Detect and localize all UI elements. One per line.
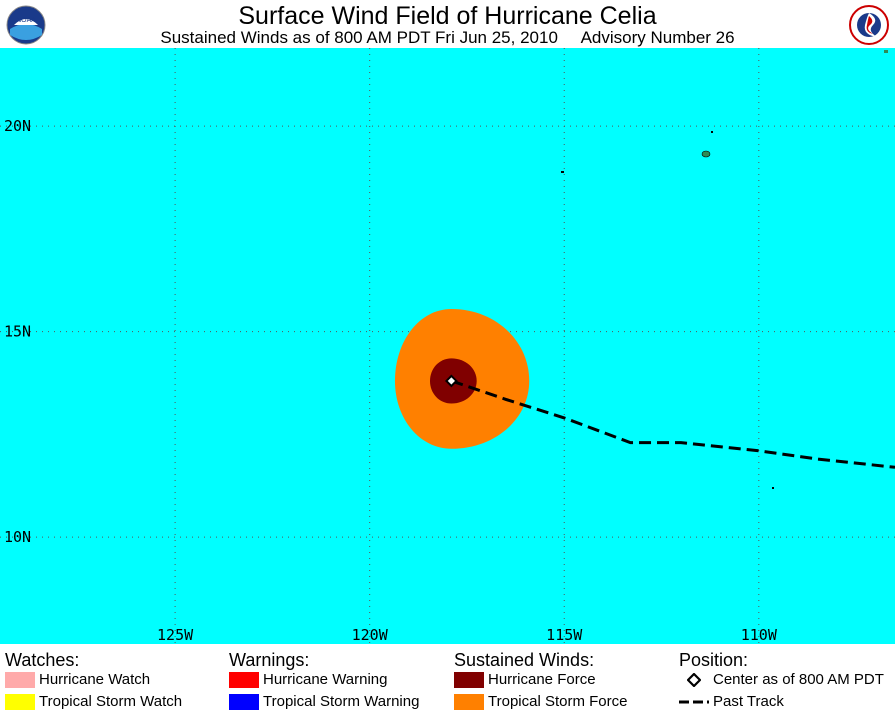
storm-center-icon	[444, 374, 458, 388]
island-roca-partida	[561, 171, 564, 173]
legend-label: Hurricane Warning	[263, 671, 388, 688]
noaa-logo-icon: NOAA	[6, 5, 46, 45]
legend-hurricane-warning: Hurricane Warning	[229, 671, 388, 688]
center-diamond-icon	[679, 672, 709, 688]
latitude-label: 10N	[4, 528, 31, 546]
legend: Watches: Hurricane Watch Tropical Storm …	[0, 644, 895, 716]
center-diamond	[444, 374, 458, 388]
land-fragment	[884, 50, 888, 53]
legend-position-heading: Position:	[679, 650, 749, 670]
latitude-label: 15N	[4, 323, 31, 341]
island-socorro	[701, 150, 711, 158]
longitude-label: 115W	[546, 626, 583, 644]
past-track-line	[450, 379, 895, 469]
longitude-label: 120W	[352, 626, 389, 644]
wind-field-map: 20N 15N 10N 125W 120W 115W 110W	[0, 48, 895, 644]
tropical-storm-warning-swatch	[229, 693, 259, 710]
map-title: Surface Wind Field of Hurricane Celia	[238, 2, 657, 30]
svg-text:NOAA: NOAA	[16, 17, 36, 24]
latitude-label: 20N	[4, 117, 31, 135]
legend-watches-heading: Watches:	[5, 650, 80, 670]
legend-hurricane-watch: Hurricane Watch	[5, 671, 150, 688]
legend-tropical-storm-watch: Tropical Storm Watch	[5, 693, 182, 710]
legend-tropical-storm-warning: Tropical Storm Warning	[229, 693, 419, 710]
legend-label: Tropical Storm Warning	[263, 693, 420, 710]
legend-tropical-storm-force: Tropical Storm Force	[454, 693, 627, 710]
legend-label: Hurricane Force	[488, 671, 596, 688]
legend-label: Tropical Storm Force	[488, 693, 628, 710]
hurricane-warning-swatch	[229, 671, 259, 688]
legend-winds-heading: Sustained Winds:	[454, 650, 595, 670]
legend-warnings-heading: Warnings:	[229, 650, 310, 670]
nws-logo-icon	[849, 5, 889, 45]
islands	[561, 50, 888, 489]
legend-past-track: Past Track	[679, 693, 784, 710]
longitude-label: 125W	[157, 626, 194, 644]
legend-label: Tropical Storm Watch	[39, 693, 183, 710]
legend-label: Past Track	[713, 693, 784, 710]
legend-label: Center as of 800 AM PDT	[713, 671, 884, 688]
tropical-storm-force-swatch	[454, 693, 484, 710]
legend-hurricane-force: Hurricane Force	[454, 671, 596, 688]
legend-label: Hurricane Watch	[39, 671, 151, 688]
island-clarion	[772, 487, 774, 489]
legend-center: Center as of 800 AM PDT	[679, 671, 884, 688]
longitude-label: 110W	[741, 626, 778, 644]
dashed-line-icon	[679, 694, 709, 710]
hurricane-watch-swatch	[5, 671, 35, 688]
header: NOAA Surface Wind Field of Hurricane Cel…	[0, 0, 895, 48]
tropical-storm-watch-swatch	[5, 693, 35, 710]
map-subtitle: Sustained Winds as of 800 AM PDT Fri Jun…	[160, 28, 735, 47]
coordinate-labels: 20N 15N 10N 125W 120W 115W 110W	[4, 117, 778, 644]
island-san-benedicto	[711, 131, 713, 133]
hurricane-force-swatch	[454, 671, 484, 688]
